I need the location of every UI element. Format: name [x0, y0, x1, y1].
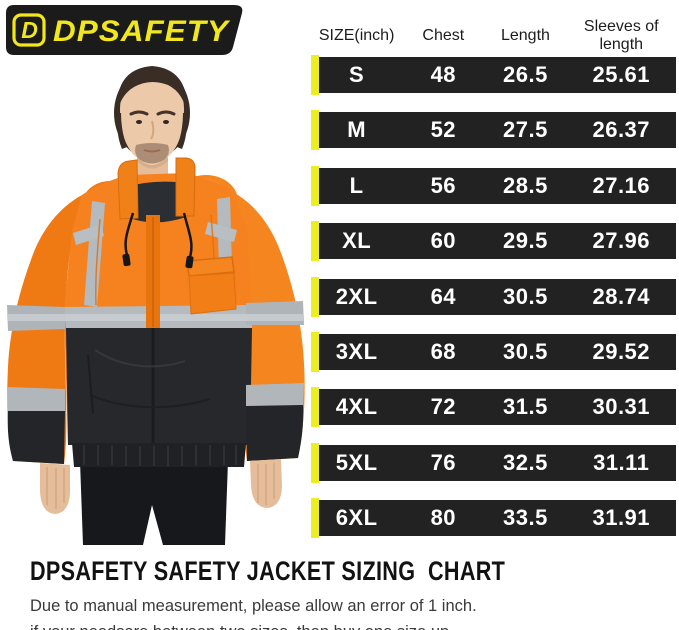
- cell-chest: 56: [430, 172, 457, 198]
- cell-sleeves: 29.52: [592, 338, 651, 364]
- drawstring-right: [182, 212, 193, 258]
- footer-text-block: DPSAFETY SAFETY JACKET SIZING CHART Due …: [30, 556, 675, 630]
- logo-background: [6, 5, 243, 55]
- table-row: L 56 28.5 27.16: [311, 165, 676, 206]
- chest-pocket-flap: [186, 256, 235, 277]
- drawstring-left: [124, 212, 135, 256]
- jacket-collar: [117, 157, 196, 223]
- cell-chest: 52: [430, 117, 457, 143]
- header-size: SIZE(inch): [318, 26, 395, 44]
- head: [114, 66, 190, 165]
- cell-chest: 72: [430, 394, 457, 420]
- header-chest: Chest: [422, 26, 465, 44]
- size-chart-table: SIZE(inch) Chest Length Sleeves of lengt…: [311, 14, 676, 539]
- brand-logo: D DPSAFETY: [6, 5, 243, 55]
- cell-length: 27.5: [503, 117, 548, 143]
- size-up-note: if your needsare between two sizes, then…: [30, 623, 675, 630]
- cell-length: 26.5: [503, 62, 548, 87]
- table-row: M 52 27.5 26.37: [311, 110, 676, 151]
- cell-length: 30.5: [503, 283, 548, 309]
- cell-sleeves: 27.96: [592, 228, 651, 254]
- header-length: Length: [500, 26, 550, 44]
- cell-sleeves: 28.74: [592, 283, 651, 309]
- cell-size: XL: [342, 228, 372, 254]
- logo-d-badge-icon: [12, 13, 46, 47]
- cell-chest: 48: [430, 62, 457, 87]
- jacket-hem: [72, 443, 246, 467]
- measurement-note: Due to manual measurement, please allow …: [30, 597, 477, 615]
- cell-size: 3XL: [335, 338, 378, 364]
- model-photo: [7, 66, 305, 545]
- logo-d-letter: D: [21, 17, 38, 43]
- jacket-front-details: [94, 212, 237, 329]
- cell-chest: 64: [430, 283, 457, 309]
- sleeve-cuffs: [7, 383, 304, 464]
- table-row: 4XL 72 31.5 30.31: [311, 387, 676, 428]
- cell-size: L: [349, 172, 364, 198]
- table-row: S 48 26.5 25.61: [311, 55, 676, 95]
- logo-wordmark: DPSAFETY: [53, 15, 231, 48]
- cell-length: 28.5: [503, 172, 548, 198]
- sizing-chart-title: DPSAFETY SAFETY JACKET SIZING CHART: [30, 556, 506, 586]
- cell-sleeves: 27.16: [592, 172, 651, 198]
- cell-size: 5XL: [335, 449, 378, 475]
- table-row: 2XL 64 30.5 28.74: [311, 276, 676, 317]
- cell-sleeves: 30.31: [592, 394, 651, 420]
- cell-size: 6XL: [335, 505, 378, 531]
- cell-size: 4XL: [335, 394, 378, 420]
- cell-chest: 80: [430, 505, 457, 531]
- cell-chest: 68: [430, 338, 457, 364]
- cell-size: 2XL: [335, 283, 378, 309]
- cell-length: 29.5: [503, 228, 548, 254]
- cell-sleeves: 26.37: [592, 117, 651, 143]
- cell-chest: 76: [430, 449, 457, 475]
- table-row: XL 60 29.5 27.96: [311, 221, 676, 262]
- cell-sleeves: 31.91: [592, 505, 651, 531]
- cell-size: S: [349, 62, 365, 87]
- table-row: 6XL 80 33.5 31.91: [311, 498, 676, 539]
- table-row: 3XL 68 30.5 29.52: [311, 331, 676, 372]
- header-sleeves: Sleeves of length: [583, 17, 659, 53]
- chest-pocket: [188, 272, 237, 315]
- table-row: 5XL 76 32.5 31.11: [311, 442, 676, 483]
- hands: [40, 459, 282, 514]
- cell-length: 30.5: [503, 338, 548, 364]
- cell-sleeves: 25.61: [592, 62, 651, 87]
- cell-size: M: [347, 117, 367, 143]
- cell-length: 32.5: [503, 449, 548, 475]
- cell-length: 31.5: [503, 394, 548, 420]
- pants: [80, 461, 228, 545]
- jacket-lower-black: [66, 328, 252, 445]
- size-chart-header-row: SIZE(inch) Chest Length Sleeves of lengt…: [311, 14, 676, 57]
- cell-sleeves: 31.11: [593, 449, 650, 475]
- cell-length: 33.5: [503, 505, 548, 531]
- cell-chest: 60: [430, 228, 457, 254]
